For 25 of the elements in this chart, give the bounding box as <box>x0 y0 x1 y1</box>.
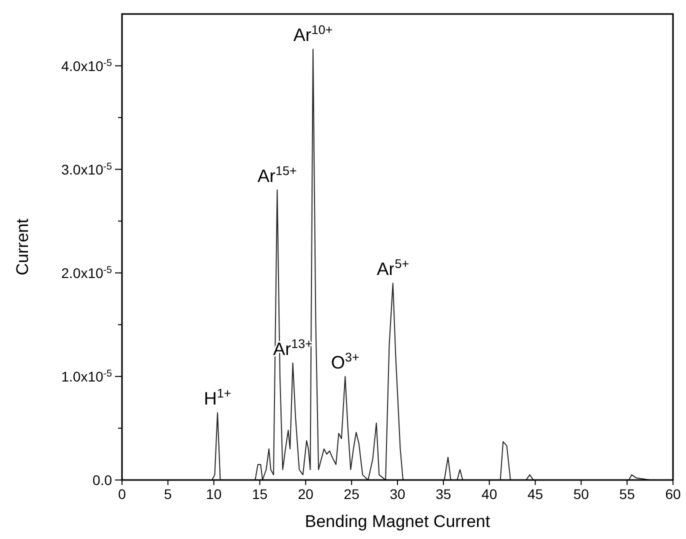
x-tick-label: 60 <box>665 486 681 502</box>
x-tick-label: 0 <box>118 486 126 502</box>
x-tick-label: 45 <box>527 486 544 502</box>
x-tick-label: 5 <box>164 486 172 502</box>
y-tick-label: 3.0x10$^{-5}$ <box>61 160 113 178</box>
annotation: Ar$^{15+}$ <box>258 164 297 186</box>
x-tick-label: 50 <box>573 486 590 502</box>
y-tick-label: 1.0x10$^{-5}$ <box>61 368 113 384</box>
annotation: H$^{1+}$ <box>204 386 232 409</box>
x-tick-label: 10 <box>206 486 222 502</box>
x-tick-label: 35 <box>436 486 452 502</box>
y-tick-label: 2.0x10$^{-5}$ <box>61 264 113 281</box>
x-tick-label: 30 <box>390 486 406 502</box>
x-tick-label: 40 <box>482 486 498 502</box>
x-tick-label: 20 <box>298 486 314 502</box>
annotation: O$^{3+}$ <box>330 350 360 372</box>
y-tick-label: 4.0x10$^{-5}$ <box>61 57 113 74</box>
x-tick-label: 15 <box>252 486 268 502</box>
annotation: Ar$^{10+}$ <box>293 23 333 46</box>
y-tick-label: 0.0 <box>92 472 112 488</box>
x-tick-label: 55 <box>619 486 636 502</box>
y-axis-title: Current <box>13 218 32 276</box>
x-axis-title: Bending Magnet Current <box>304 512 490 531</box>
annotation: Ar$^{5+}$ <box>376 257 410 280</box>
x-tick-label: 25 <box>344 486 360 502</box>
